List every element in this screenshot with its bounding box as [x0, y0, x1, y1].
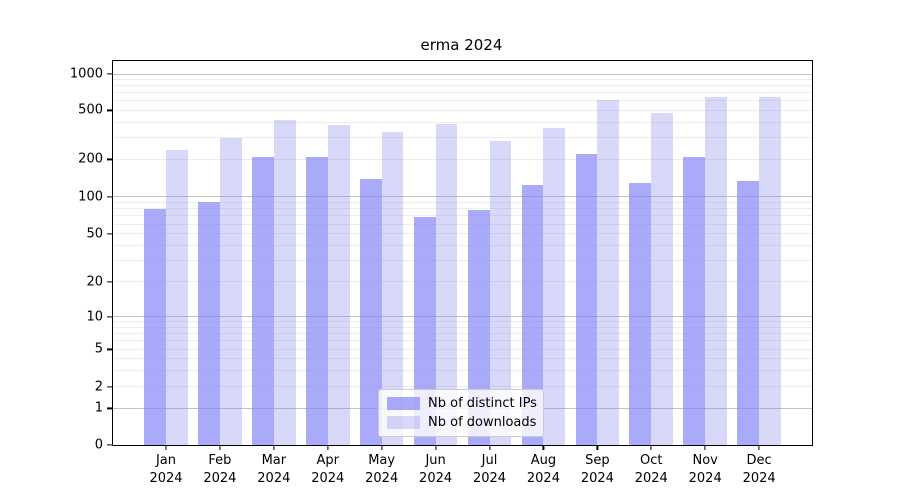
x-tick-label: Jan 2024 [149, 453, 183, 486]
gridline-minor [113, 79, 812, 81]
x-tick-label: Jul 2024 [472, 453, 507, 486]
y-tick-mark [107, 281, 113, 283]
x-tick-label: May 2024 [365, 453, 399, 486]
x-tick-mark [704, 445, 706, 450]
bar-distinct-ips [575, 154, 598, 445]
x-tick-mark [327, 445, 329, 450]
x-tick-mark [273, 445, 275, 450]
x-tick-label: Jun 2024 [419, 453, 453, 486]
gridline-minor [113, 85, 812, 87]
y-tick-mark [107, 73, 113, 75]
bar-downloads [327, 125, 350, 445]
bar-downloads [759, 97, 781, 445]
x-tick-mark [488, 445, 491, 450]
gridline-minor [113, 92, 812, 94]
x-tick-label: Dec 2024 [742, 453, 776, 486]
y-tick-label: 1000 [69, 66, 103, 82]
y-tick-label: 5 [94, 341, 103, 357]
legend-item-downloads: Nb of downloads [387, 414, 537, 431]
x-tick-label: Aug 2024 [526, 453, 560, 486]
bar-distinct-ips [198, 201, 220, 445]
bar-downloads [597, 100, 620, 445]
bar-downloads [435, 124, 458, 445]
x-tick-label: Oct 2024 [634, 453, 668, 486]
x-tick-mark [758, 445, 760, 450]
y-tick-label: 500 [78, 102, 103, 118]
y-tick-mark [107, 407, 113, 410]
bar-distinct-ips [737, 181, 760, 445]
x-tick-label: Sep 2024 [580, 453, 614, 486]
bar-downloads [543, 127, 566, 445]
bar-distinct-ips [521, 185, 544, 445]
legend-swatch-downloads [387, 416, 420, 429]
bar-downloads [273, 120, 296, 445]
chart-title: erma 2024 [420, 36, 503, 54]
x-tick-mark [219, 445, 221, 450]
bar-distinct-ips [305, 156, 328, 445]
x-tick-label: Feb 2024 [203, 453, 237, 486]
legend-label-downloads: Nb of downloads [428, 415, 537, 430]
y-tick-label: 20 [86, 274, 103, 290]
legend-swatch-distinct-ips [387, 397, 420, 410]
bar-distinct-ips [413, 217, 436, 445]
y-tick-label: 0 [94, 437, 103, 453]
bar-distinct-ips [629, 183, 652, 445]
y-tick-mark [107, 348, 113, 351]
x-tick-mark [542, 445, 545, 450]
y-tick-label: 10 [86, 309, 103, 324]
y-tick-mark [107, 158, 113, 161]
legend-label-distinct-ips: Nb of distinct IPs [428, 396, 537, 411]
bar-downloads [381, 132, 404, 445]
legend-item-distinct-ips: Nb of distinct IPs [387, 395, 537, 412]
bar-distinct-ips [359, 178, 382, 445]
bar-downloads [219, 137, 242, 445]
x-tick-label: Apr 2024 [311, 453, 345, 486]
x-tick-mark [165, 445, 167, 450]
y-tick-mark [107, 195, 113, 198]
y-tick-mark [107, 444, 113, 446]
y-tick-label: 100 [78, 189, 103, 204]
y-tick-label: 2 [94, 379, 103, 395]
x-tick-mark [650, 445, 652, 450]
y-tick-label: 200 [78, 151, 103, 167]
y-tick-mark [107, 109, 113, 112]
bar-downloads [166, 149, 188, 445]
bar-downloads [651, 113, 674, 445]
x-tick-label: Nov 2024 [688, 453, 722, 486]
x-tick-mark [596, 445, 598, 450]
x-tick-label: Mar 2024 [257, 453, 291, 486]
x-tick-mark [435, 445, 437, 450]
bar-distinct-ips [467, 209, 490, 445]
gridline-major [113, 73, 812, 75]
y-tick-mark [107, 315, 113, 318]
y-tick-label: 1 [94, 400, 103, 416]
x-tick-mark [381, 445, 383, 450]
y-tick-mark [107, 233, 113, 235]
bar-distinct-ips [683, 157, 706, 445]
bar-distinct-ips [144, 208, 166, 445]
bar-downloads [705, 97, 727, 445]
y-tick-label: 50 [86, 226, 103, 242]
bar-downloads [489, 140, 512, 445]
bar-distinct-ips [252, 156, 274, 445]
legend: Nb of distinct IPs Nb of downloads [378, 389, 544, 437]
y-tick-mark [107, 385, 113, 388]
